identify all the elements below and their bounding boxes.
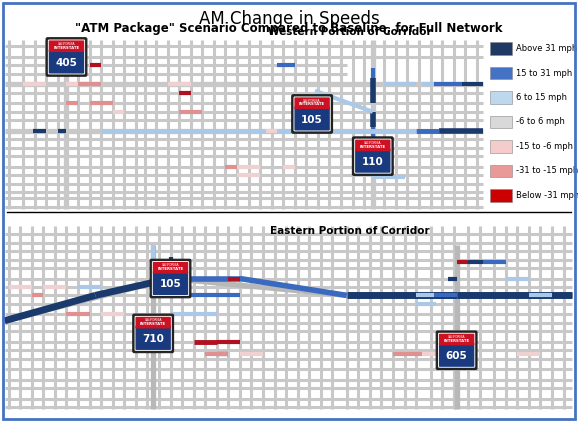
FancyBboxPatch shape: [153, 262, 188, 273]
Text: 605: 605: [446, 351, 468, 361]
FancyBboxPatch shape: [48, 40, 85, 74]
FancyBboxPatch shape: [152, 261, 189, 296]
FancyBboxPatch shape: [292, 95, 332, 133]
Text: -31 to -15 mph: -31 to -15 mph: [516, 166, 578, 176]
Text: 105: 105: [301, 115, 323, 124]
Text: AM Change in Speeds: AM Change in Speeds: [199, 10, 379, 28]
Bar: [490, 91, 512, 104]
FancyBboxPatch shape: [46, 38, 87, 76]
Text: INTERSTATE: INTERSTATE: [157, 267, 184, 271]
FancyBboxPatch shape: [49, 41, 84, 52]
Text: "ATM Package" Scenario Compared to Baseline, for Full Network: "ATM Package" Scenario Compared to Basel…: [75, 22, 503, 35]
Text: INTERSTATE: INTERSTATE: [53, 46, 80, 49]
Bar: [490, 165, 512, 177]
FancyBboxPatch shape: [355, 149, 391, 173]
Text: INTERSTATE: INTERSTATE: [360, 145, 386, 149]
Bar: [490, 67, 512, 79]
FancyBboxPatch shape: [294, 97, 331, 131]
Text: 710: 710: [142, 334, 164, 344]
Text: CALIFORNIA: CALIFORNIA: [448, 335, 465, 339]
Bar: [490, 42, 512, 55]
Bar: [490, 140, 512, 153]
FancyBboxPatch shape: [135, 317, 171, 328]
Bar: [490, 116, 512, 128]
FancyBboxPatch shape: [135, 326, 171, 350]
Text: Below -31 mph: Below -31 mph: [516, 191, 578, 200]
Text: INTERSTATE: INTERSTATE: [443, 339, 470, 343]
Bar: [490, 189, 512, 202]
Text: INTERSTATE: INTERSTATE: [140, 322, 166, 326]
Text: CALIFORNIA: CALIFORNIA: [162, 263, 179, 267]
Text: Above 31 mph: Above 31 mph: [516, 44, 577, 53]
FancyBboxPatch shape: [353, 137, 393, 176]
Text: 15 to 31 mph: 15 to 31 mph: [516, 68, 572, 78]
Text: 6 to 15 mph: 6 to 15 mph: [516, 93, 567, 102]
FancyBboxPatch shape: [439, 334, 475, 345]
FancyBboxPatch shape: [294, 97, 330, 109]
FancyBboxPatch shape: [135, 316, 172, 351]
FancyBboxPatch shape: [133, 314, 173, 353]
FancyBboxPatch shape: [49, 49, 84, 73]
Text: 105: 105: [160, 279, 181, 289]
FancyBboxPatch shape: [355, 140, 391, 151]
FancyBboxPatch shape: [436, 331, 477, 370]
FancyBboxPatch shape: [153, 271, 188, 295]
FancyBboxPatch shape: [354, 139, 391, 173]
Text: Eastern Portion of Corridor: Eastern Portion of Corridor: [270, 226, 429, 236]
Text: CALIFORNIA: CALIFORNIA: [303, 99, 321, 103]
Text: Western Portion of Corridor: Western Portion of Corridor: [268, 27, 432, 37]
FancyBboxPatch shape: [438, 333, 475, 368]
FancyBboxPatch shape: [150, 259, 191, 298]
Text: -15 to -6 mph: -15 to -6 mph: [516, 142, 573, 151]
FancyBboxPatch shape: [439, 343, 475, 367]
Text: 405: 405: [55, 58, 77, 68]
Text: CALIFORNIA: CALIFORNIA: [144, 318, 162, 322]
Text: -6 to 6 mph: -6 to 6 mph: [516, 117, 565, 127]
Text: INTERSTATE: INTERSTATE: [299, 103, 325, 106]
FancyBboxPatch shape: [294, 106, 330, 130]
Text: CALIFORNIA: CALIFORNIA: [58, 42, 75, 46]
Text: CALIFORNIA: CALIFORNIA: [364, 141, 381, 145]
Text: 110: 110: [362, 157, 384, 167]
